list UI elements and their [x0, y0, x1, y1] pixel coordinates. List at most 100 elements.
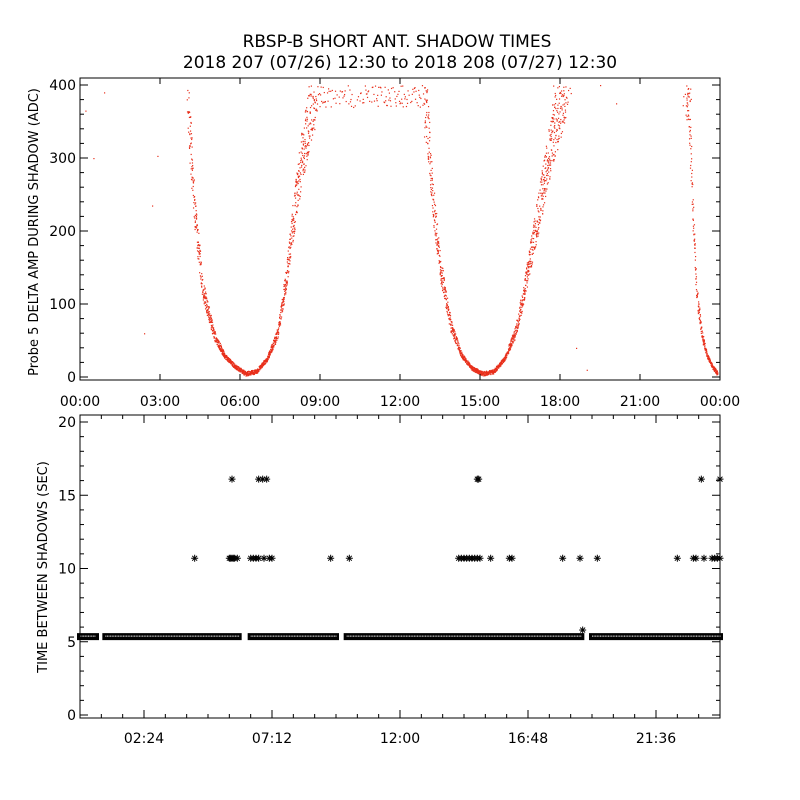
amp-point [428, 127, 430, 129]
amp-point [228, 359, 230, 361]
amp-point [534, 229, 537, 231]
amp-point [293, 218, 295, 220]
amp-point [280, 306, 283, 308]
amp-point [229, 361, 232, 363]
amp-point [551, 137, 553, 140]
amp-point [553, 160, 555, 162]
amp-point [425, 90, 427, 92]
amp-point [283, 296, 285, 299]
amp-point [682, 105, 684, 107]
amp-point [551, 152, 553, 154]
amp-point [300, 186, 302, 188]
amp-point [192, 189, 194, 191]
amp-point [516, 330, 518, 332]
amp-point [378, 86, 380, 88]
amp-point [692, 218, 694, 220]
amp-point [430, 169, 432, 171]
amp-point [240, 371, 242, 373]
amp-point [694, 251, 696, 254]
amp-point [236, 366, 238, 368]
amp-point [554, 137, 556, 139]
amp-point [439, 255, 441, 257]
amp-point [425, 135, 428, 138]
amp-point [349, 101, 352, 103]
amp-point [303, 157, 305, 160]
amp-point [313, 107, 316, 110]
amp-point [300, 161, 302, 164]
amp-point [524, 293, 526, 295]
amp-point [552, 104, 554, 106]
amp-point [195, 215, 197, 218]
amp-point [690, 126, 692, 129]
amp-point [447, 315, 449, 317]
amp-point [224, 356, 226, 358]
amp-point [554, 124, 556, 127]
amp-point [406, 102, 409, 104]
amp-point [517, 319, 519, 321]
amp-point [287, 259, 289, 261]
amp-point [286, 280, 288, 282]
amp-point [551, 149, 553, 151]
amp-point [530, 262, 532, 265]
amp-point [199, 244, 201, 246]
bottom-y-tick-label: 0 [67, 708, 76, 724]
amp-point [536, 205, 538, 207]
amp-point [568, 89, 570, 92]
amp-point [199, 264, 201, 266]
amp-point [276, 332, 278, 334]
amp-point [703, 343, 705, 345]
amp-point [369, 100, 371, 102]
amp-point [282, 298, 284, 300]
amp-point [526, 276, 528, 278]
amp-point [520, 304, 522, 306]
amp-point [327, 100, 329, 102]
amp-point [220, 349, 222, 351]
amp-point [501, 363, 503, 365]
amp-point [287, 266, 289, 268]
amp-point [212, 330, 214, 332]
amp-point [700, 328, 702, 330]
amp-point [438, 254, 440, 257]
amp-point [261, 363, 263, 365]
amp-point [311, 105, 313, 107]
amp-point [451, 322, 453, 324]
amp-point [523, 289, 525, 291]
amp-point [302, 140, 304, 142]
amp-point [436, 223, 439, 225]
amp-point [430, 186, 432, 189]
amp-point [500, 361, 503, 364]
amp-point [299, 195, 301, 198]
amp-point [436, 248, 438, 250]
gap-point-16-1 [475, 475, 483, 483]
amp-point [531, 253, 534, 255]
amp-point [696, 293, 699, 296]
amp-point [522, 299, 525, 301]
amp-point [349, 89, 351, 91]
amp-point [328, 90, 330, 92]
amp-point [256, 371, 258, 373]
amp-point [550, 120, 552, 123]
amp-point [194, 198, 196, 201]
amp-point [210, 317, 213, 319]
amp-point [532, 241, 535, 243]
amp-point [282, 304, 284, 306]
amp-point [294, 221, 297, 223]
amp-point [424, 103, 426, 105]
amp-point [552, 117, 554, 119]
amp-point [440, 283, 442, 285]
amp-point [547, 167, 549, 169]
amp-point [257, 371, 259, 374]
amp-point [502, 360, 504, 363]
amp-point [187, 127, 189, 129]
amp-point [505, 357, 507, 359]
amp-point [491, 371, 493, 374]
amp-point [320, 86, 322, 88]
amp-point [686, 102, 689, 104]
amp-point [546, 160, 548, 162]
amp-point [559, 111, 561, 113]
amp-point [303, 163, 305, 165]
amp-point [519, 310, 521, 313]
amp-point [414, 87, 416, 89]
amp-point [288, 246, 290, 248]
